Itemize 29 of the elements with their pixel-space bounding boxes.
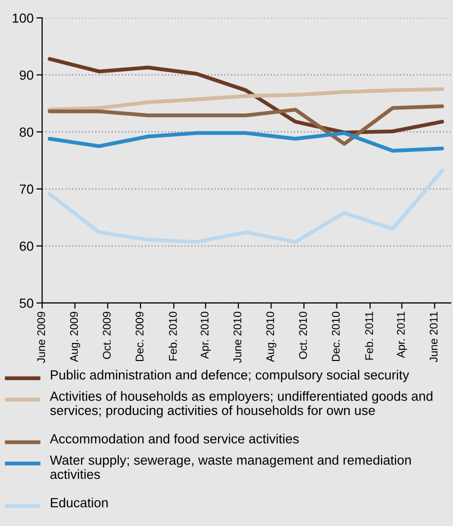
y-tick-label: 50 bbox=[20, 298, 34, 308]
x-tick-label: Oct. 2010 bbox=[299, 312, 307, 359]
y-tick-label: 80 bbox=[20, 127, 34, 137]
x-tick-label: Aug. 2010 bbox=[266, 312, 276, 362]
line-series bbox=[48, 104, 444, 146]
line-series bbox=[48, 131, 444, 153]
x-tick-label: Dec. 2010 bbox=[332, 312, 340, 362]
x-tick-label: June 2010 bbox=[233, 312, 242, 364]
x-tick-label: June 2009 bbox=[37, 312, 46, 364]
x-tick-label: Oct. 2009 bbox=[102, 312, 111, 359]
x-tick-label: Feb. 2011 bbox=[364, 312, 374, 360]
x-tick-label: Apr. 2011 bbox=[396, 312, 407, 358]
legend-label: Water supply; sewerage, waste management and remediation activities bbox=[50, 455, 411, 479]
y-tick-label: 60 bbox=[20, 242, 34, 251]
legend-label: Education bbox=[50, 498, 108, 508]
y-tick-label: 100 bbox=[12, 13, 34, 23]
x-tick-label: Apr. 2010 bbox=[200, 312, 211, 359]
x-tick-label: June 2011 bbox=[430, 312, 438, 362]
line-series bbox=[48, 168, 444, 244]
x-tick-label: Dec. 2009 bbox=[136, 312, 144, 362]
line-series bbox=[48, 57, 444, 134]
y-tick-label: 90 bbox=[20, 70, 34, 80]
legend-label: Public administration and defence; compulsory social security bbox=[50, 370, 410, 382]
legend-label: Activities of households as employers; undifferentiated goods and services; producing activities of households for own use bbox=[50, 391, 432, 418]
x-tick-label: Aug. 2009 bbox=[70, 312, 80, 362]
legend-label: Accommodation and food service activities bbox=[50, 434, 299, 444]
x-tick-label: Feb. 2010 bbox=[168, 312, 177, 360]
y-tick-label: 70 bbox=[20, 184, 34, 194]
line-series bbox=[48, 87, 444, 112]
